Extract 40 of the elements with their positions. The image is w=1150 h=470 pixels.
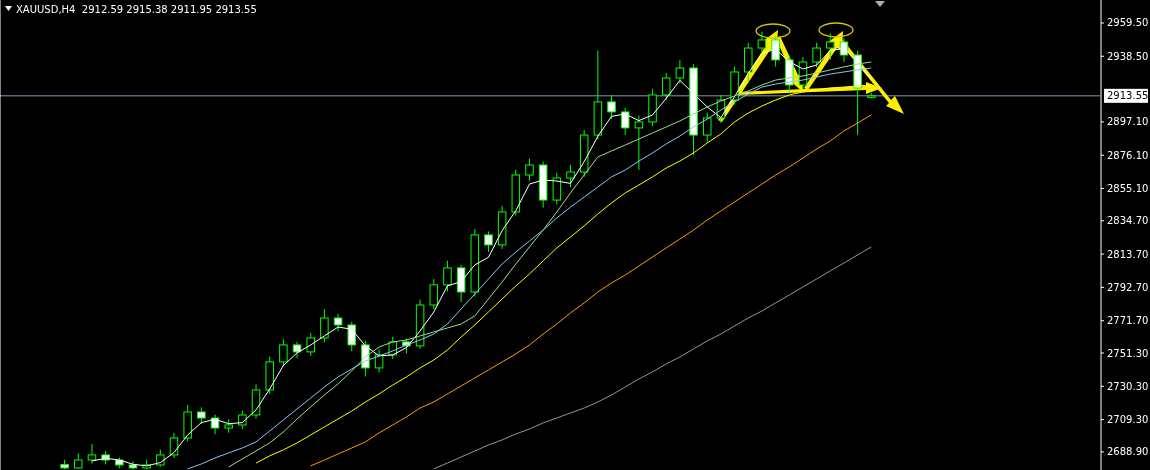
- candlestick: [826, 32, 835, 60]
- candlestick: [566, 164, 575, 188]
- candlestick: [169, 432, 179, 459]
- y-tick-label: 2709.30: [1107, 414, 1149, 426]
- candlestick: [812, 42, 821, 68]
- candlestick: [238, 410, 247, 430]
- y-tick-label: 2730.30: [1107, 380, 1149, 392]
- candlestick: [661, 72, 671, 101]
- y-tick-label: 2855.10: [1107, 182, 1149, 194]
- y-tick-label: 2813.70: [1107, 248, 1149, 260]
- candlestick: [210, 414, 220, 435]
- y-tick-label: 2792.70: [1107, 281, 1149, 293]
- candlestick: [757, 31, 767, 55]
- y-tick-label: 2897.10: [1107, 116, 1149, 128]
- candlestick: [87, 443, 97, 465]
- chart-title: XAUUSD,H4 2912.59 2915.38 2911.95 2913.55: [16, 3, 257, 15]
- candlestick: [320, 308, 329, 343]
- y-tick-label: 2688.90: [1107, 446, 1149, 458]
- candlestick: [702, 112, 712, 144]
- y-tick-label: 2751.30: [1107, 347, 1149, 359]
- candlestick: [744, 42, 753, 84]
- line-series: [310, 114, 872, 467]
- candlestick: [443, 260, 452, 293]
- candlestick: [675, 59, 685, 84]
- candlestick: [347, 321, 356, 352]
- candlestick: [552, 172, 562, 205]
- y-tick-label: 2834.70: [1107, 215, 1149, 227]
- y-tick-label: 2771.70: [1107, 315, 1149, 327]
- candlestick: [620, 107, 630, 136]
- y-tick-label: 2938.50: [1107, 50, 1149, 62]
- line-series: [433, 246, 872, 470]
- candlestick: [607, 94, 616, 120]
- candlestick: [484, 230, 493, 253]
- candlestick: [279, 338, 288, 367]
- candlestick: [525, 158, 534, 182]
- candlestick: [429, 278, 439, 310]
- ref-line-label: 2913.55: [1107, 90, 1149, 102]
- y-tick-label: 2876.10: [1107, 149, 1149, 161]
- candlestick: [634, 115, 644, 171]
- y-tick-label: 2959.50: [1107, 17, 1149, 29]
